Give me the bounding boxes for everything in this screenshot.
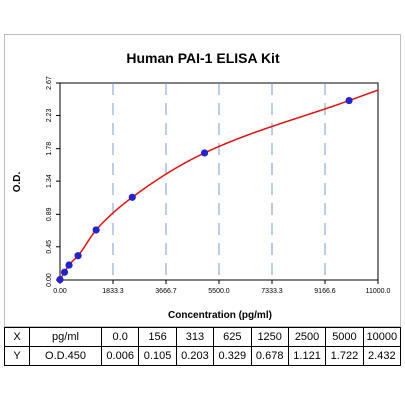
table-cell: 1.722 [325, 346, 364, 366]
data-table: X pg/ml 0.0 156 313 625 1250 2500 5000 1… [4, 327, 402, 366]
x-tick-label: 1833.3 [102, 288, 124, 295]
table-cell: 10000 [362, 327, 402, 347]
table-cell: 625 [213, 327, 252, 347]
data-point [200, 149, 209, 157]
table-cell: 0.329 [213, 346, 252, 366]
table-cell: 0.0 [100, 327, 140, 347]
row-label: X [4, 327, 30, 347]
data-point [345, 96, 353, 105]
x-tick-label: 7333.3 [261, 288, 283, 295]
table-cell: 0.203 [175, 346, 215, 366]
table-cell: 1250 [250, 327, 289, 347]
y-tick-label: 1.34 [46, 174, 53, 188]
data-point [56, 275, 64, 284]
data-point [74, 252, 82, 260]
table-cell: 5000 [325, 327, 364, 347]
y-tick-label: 0.00 [46, 273, 53, 287]
y-tick-label: 1.78 [46, 142, 53, 156]
y-tick-label: 0.89 [46, 207, 53, 221]
y-tick-label: 2.23 [46, 109, 53, 123]
table-cell: 0.006 [100, 346, 140, 366]
axis-ticks: 0.00 1833.3 3666.7 5500.0 7333.3 9166.6 11000.… [46, 76, 390, 295]
table-cell: 0.105 [138, 346, 177, 366]
y-tick-label: 0.45 [46, 240, 53, 254]
row-unit: pg/ml [29, 327, 102, 347]
table-cell: 0.678 [250, 346, 289, 366]
x-tick-label: 3666.7 [155, 288, 177, 295]
x-tick-label: 0.00 [53, 288, 67, 295]
grid-lines [112, 83, 326, 280]
x-axis-label: Concentration (pg/ml) [168, 310, 272, 321]
data-point [65, 261, 73, 269]
table-cell: 2.432 [362, 346, 402, 366]
x-tick-label: 11000.0 [366, 288, 391, 295]
data-point [128, 193, 136, 201]
data-point [92, 226, 100, 234]
table-cell: 156 [138, 327, 177, 347]
data-point [60, 268, 69, 276]
row-unit: O.D.450 [29, 346, 102, 366]
y-tick-label: 2.67 [46, 76, 53, 90]
x-tick-label: 9166.6 [314, 288, 336, 295]
chart-frame [4, 34, 401, 327]
chart-title: Human PAI-1 ELISA Kit [126, 50, 280, 66]
data-points [56, 96, 353, 284]
x-tick-label: 5500.0 [208, 288, 230, 295]
standard-curve-chart: Human PAI-1 ELISA Kit Concentration (pg/… [12, 50, 390, 321]
fit-curve [59, 89, 379, 280]
table-cell: 1.121 [287, 346, 327, 366]
table-row-x: X pg/ml 0.0 156 313 625 1250 2500 5000 1… [4, 327, 402, 347]
table-row-y: Y O.D.450 0.006 0.105 0.203 0.329 0.678 … [4, 346, 402, 366]
table-cell: 313 [175, 327, 215, 347]
table-cell: 2500 [287, 327, 327, 347]
row-label: Y [4, 346, 30, 366]
y-axis-label: O.D. [12, 172, 23, 193]
